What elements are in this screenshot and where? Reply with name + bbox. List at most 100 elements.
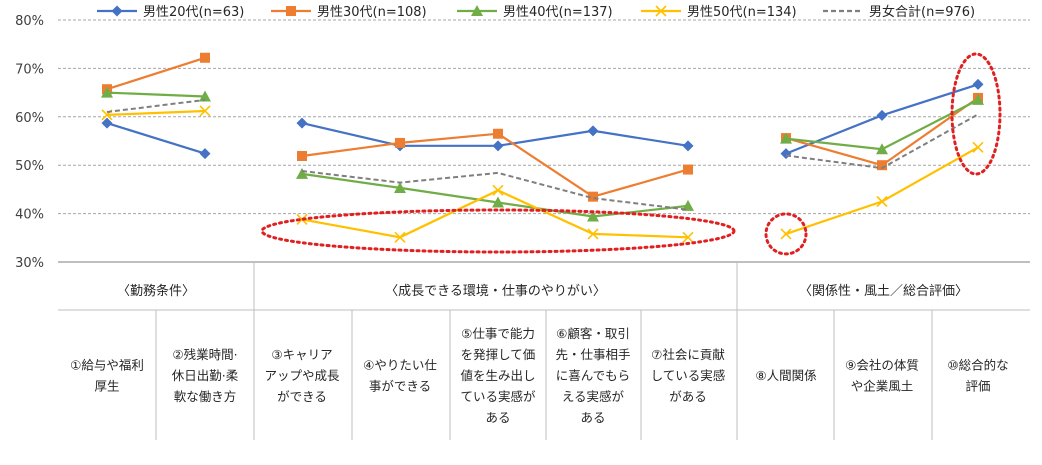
data-point — [492, 184, 504, 196]
legend-marker — [471, 5, 483, 16]
category-label-line: ⑤仕事で能力 — [461, 326, 535, 341]
category-label-line: ①給与や福利 — [70, 358, 144, 373]
category-label: ⑨会社の体質や企業風土 — [845, 358, 919, 394]
marker-stroke — [972, 141, 984, 153]
data-point — [682, 199, 694, 211]
data-point — [199, 90, 211, 102]
data-point — [492, 140, 504, 152]
data-point — [199, 105, 211, 117]
legend-label: 男性50代(n=134) — [687, 5, 797, 20]
category-label-line: ⑨会社の体質 — [845, 358, 919, 373]
highlight-50s-relations — [764, 212, 808, 256]
data-point — [682, 231, 694, 243]
data-point — [588, 191, 598, 202]
category-label: ⑦社会に貢献している実感がある — [651, 347, 726, 404]
data-point — [780, 132, 792, 144]
category-label: ①給与や福利厚生 — [70, 358, 144, 394]
series-line-segment — [106, 98, 206, 113]
marker-stroke — [682, 231, 694, 243]
category-label-line: 評価 — [965, 379, 990, 394]
category-label-line: える実感が — [562, 389, 625, 404]
category-label: ③キャリアアップや成長ができる — [264, 347, 340, 404]
series-line-segment — [106, 109, 206, 116]
y-tick-label: 40% — [15, 208, 44, 223]
category-label-line: ができる — [277, 389, 327, 404]
series-4 — [101, 105, 984, 243]
category-label: ④やりたい仕事ができる — [363, 358, 437, 394]
marker-stroke — [587, 228, 599, 240]
category-label-line: アップや成長 — [264, 368, 340, 383]
category-label-line: ⑥顧客・取引 — [556, 326, 630, 341]
data-point — [972, 141, 984, 153]
y-tick-label: 80% — [15, 14, 44, 29]
data-point — [682, 140, 694, 152]
category-label: ⑤仕事で能力を発揮して価値を生み出している実感がある — [460, 326, 536, 425]
series-line-segment — [785, 98, 979, 151]
legend-marker — [655, 5, 667, 17]
category-label-line: している実感 — [651, 368, 726, 383]
series-5 — [106, 98, 979, 211]
marker-stroke — [780, 228, 792, 240]
y-tick-label: 60% — [15, 111, 44, 126]
series-line-segment — [106, 56, 206, 91]
category-label: ⑩総合的な評価 — [947, 358, 1008, 394]
marker-stroke — [876, 195, 888, 208]
category-label-line: ている実感が — [460, 389, 536, 404]
category-label: ⑥顧客・取引先・仕事相手に喜んでもらえる実感がある — [555, 326, 630, 425]
data-point — [394, 181, 406, 193]
category-label-line: に喜んでもら — [556, 368, 630, 383]
legend-label: 男女合計(n=976) — [869, 4, 975, 20]
category-label: ⑧人間関係 — [755, 368, 816, 383]
group-title: 〈勤務条件〉 — [117, 283, 195, 299]
data-point — [101, 86, 113, 98]
data-point — [493, 128, 503, 139]
data-point — [395, 137, 405, 148]
category-label-line: を発揮して価 — [461, 347, 536, 362]
category-label-line: ②残業時間· — [172, 347, 237, 362]
series-line-segment — [106, 91, 206, 98]
data-point — [972, 78, 984, 90]
data-point — [296, 117, 308, 129]
series-3 — [101, 86, 984, 222]
data-point — [876, 195, 888, 208]
series-line-segment — [785, 96, 979, 167]
group-title: 〈成長できる環境・仕事のやりがい〉 — [385, 284, 606, 299]
data-point — [297, 151, 307, 162]
category-label-line: がある — [669, 389, 707, 404]
data-point — [972, 93, 984, 105]
data-point — [780, 228, 792, 240]
category-label: ②残業時間· 休日出勤·柔軟な働き方 — [172, 347, 239, 404]
data-point — [780, 148, 792, 160]
data-point — [492, 196, 504, 208]
y-tick-label: 50% — [15, 159, 44, 174]
legend-label: 男性30代(n=108) — [317, 5, 427, 20]
series-line-segment — [106, 122, 206, 155]
data-point — [587, 228, 599, 240]
highlight-overall — [950, 52, 1002, 176]
series-line-segment — [301, 170, 689, 211]
data-point — [587, 125, 599, 137]
data-point — [394, 231, 406, 243]
category-label-line: 先・仕事相手 — [555, 347, 630, 362]
legend-label: 男性40代(n=137) — [503, 5, 613, 20]
data-point — [877, 160, 887, 171]
category-label-line: ④やりたい仕 — [363, 358, 437, 373]
y-tick-label: 30% — [15, 256, 44, 271]
marker-stroke — [394, 231, 406, 243]
data-point — [876, 109, 888, 121]
category-label-line: ③キャリア — [271, 347, 332, 362]
legend-marker — [111, 5, 123, 17]
marker-stroke — [655, 5, 667, 17]
series-1 — [101, 78, 984, 160]
data-point — [876, 143, 888, 155]
category-label-line: ある — [485, 410, 510, 425]
marker-stroke — [492, 184, 504, 196]
category-label-line: ある — [580, 410, 605, 425]
y-tick-label: 70% — [15, 62, 44, 77]
data-point — [296, 167, 308, 179]
highlight-50s-growth — [260, 208, 736, 254]
data-point — [587, 210, 599, 222]
category-label-line: 事ができる — [369, 379, 431, 394]
